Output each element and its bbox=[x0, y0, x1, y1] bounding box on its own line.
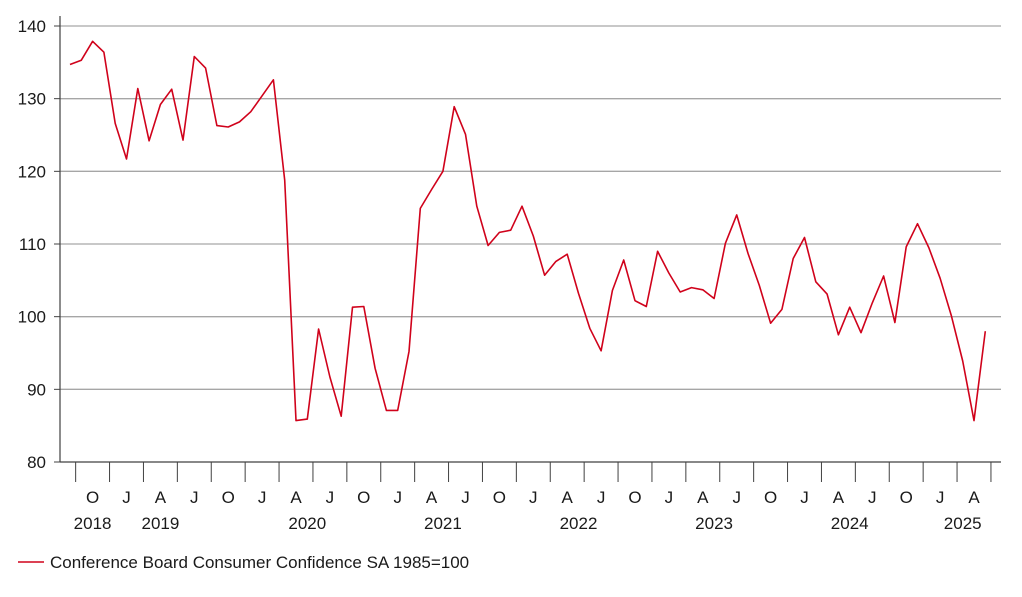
axes bbox=[54, 16, 1001, 482]
x-month-label: J bbox=[936, 488, 945, 507]
x-month-label: O bbox=[764, 488, 777, 507]
y-tick-label: 140 bbox=[18, 17, 46, 36]
x-year-label: 2024 bbox=[831, 514, 869, 533]
x-month-label: O bbox=[357, 488, 370, 507]
x-month-label: A bbox=[968, 488, 980, 507]
x-year-label: 2018 bbox=[74, 514, 112, 533]
y-tick-label: 110 bbox=[19, 235, 46, 254]
y-tick-label: 80 bbox=[27, 453, 46, 472]
x-month-label: O bbox=[222, 488, 235, 507]
legend: Conference Board Consumer Confidence SA … bbox=[18, 553, 469, 572]
x-year-label: 2023 bbox=[695, 514, 733, 533]
x-year-label: 2021 bbox=[424, 514, 462, 533]
y-tick-label: 90 bbox=[27, 380, 46, 399]
x-month-label: O bbox=[493, 488, 506, 507]
y-tick-labels: 80 90 100 110 120 130 140 bbox=[18, 17, 46, 472]
y-tick-label: 120 bbox=[18, 162, 46, 181]
x-month-label: A bbox=[426, 488, 438, 507]
x-month-label: A bbox=[562, 488, 574, 507]
x-month-label: A bbox=[290, 488, 302, 507]
x-month-label: A bbox=[697, 488, 709, 507]
x-month-label: J bbox=[393, 488, 402, 507]
y-tick-label: 100 bbox=[18, 308, 46, 327]
x-year-label: 2022 bbox=[560, 514, 598, 533]
x-year-label: 2025 bbox=[944, 514, 982, 533]
legend-label: Conference Board Consumer Confidence SA … bbox=[50, 553, 469, 572]
x-month-label: J bbox=[732, 488, 741, 507]
x-month-label: J bbox=[868, 488, 877, 507]
x-month-label: J bbox=[326, 488, 335, 507]
x-month-label: J bbox=[258, 488, 267, 507]
y-tick-label: 130 bbox=[18, 90, 46, 109]
x-year-labels: 2018 2019 2020 2021 2022 2023 2024 2025 bbox=[74, 514, 982, 533]
x-year-label: 2020 bbox=[288, 514, 326, 533]
x-month-label: J bbox=[529, 488, 538, 507]
x-month-label: O bbox=[86, 488, 99, 507]
x-month-label: J bbox=[597, 488, 606, 507]
series-line bbox=[69, 40, 987, 422]
x-month-label: J bbox=[665, 488, 674, 507]
x-month-label: A bbox=[155, 488, 167, 507]
series-layer bbox=[69, 40, 987, 422]
x-year-label: 2019 bbox=[141, 514, 179, 533]
x-month-label: O bbox=[628, 488, 641, 507]
x-month-label: J bbox=[800, 488, 809, 507]
gridlines bbox=[60, 25, 1001, 390]
x-month-label: J bbox=[122, 488, 131, 507]
x-month-label: J bbox=[461, 488, 470, 507]
x-month-label: O bbox=[900, 488, 913, 507]
x-month-label: A bbox=[833, 488, 845, 507]
x-month-label: J bbox=[190, 488, 199, 507]
